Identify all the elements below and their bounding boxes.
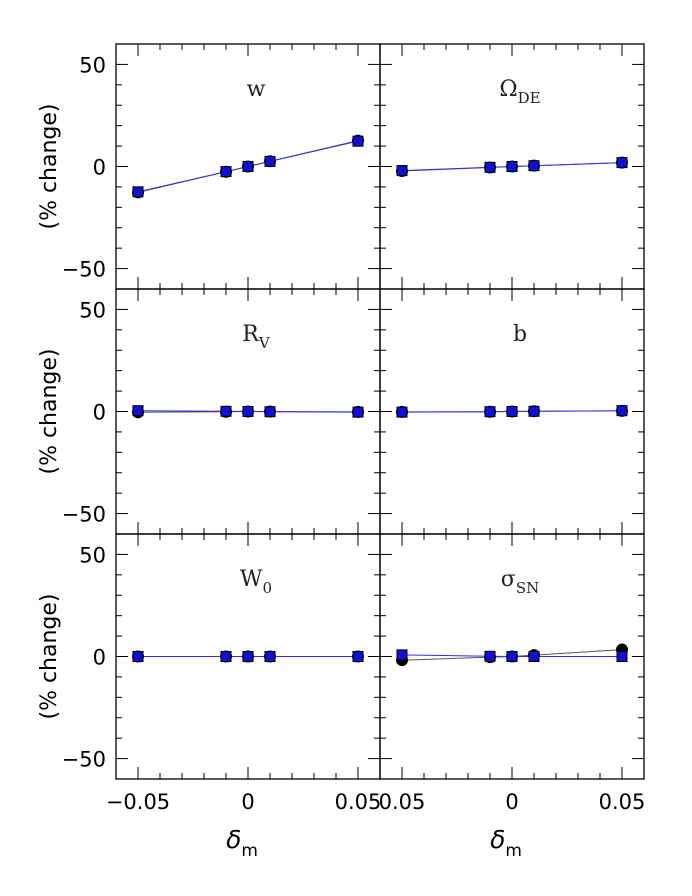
x-axis-label: δm xyxy=(226,825,258,861)
panel-label-subscript: V xyxy=(258,334,271,352)
panel-label-main: w xyxy=(247,77,266,102)
data-point-square xyxy=(220,405,232,417)
panel-label-main: σ xyxy=(501,567,516,592)
data-point-square xyxy=(506,651,518,662)
y-tick-label: 50 xyxy=(79,543,106,567)
data-point-square xyxy=(220,166,232,178)
data-point-square xyxy=(132,186,144,198)
x-axis-label-subscript: m xyxy=(241,841,258,861)
panel-label-subscript: DE xyxy=(518,89,541,107)
y-tick-label: −50 xyxy=(62,258,106,282)
data-point-square xyxy=(264,155,276,167)
panel-label-main: Ω xyxy=(499,77,517,102)
data-point-square xyxy=(616,157,628,169)
data-point-square xyxy=(132,651,144,662)
panel-label-subscript: SN xyxy=(516,579,539,597)
panel-label: W0 xyxy=(240,567,272,597)
panel-label-main: W xyxy=(240,567,263,592)
panel-label: σSN xyxy=(501,567,539,597)
x-tick-label: 0 xyxy=(505,790,518,814)
x-axis-label-main: δ xyxy=(490,825,505,854)
data-point-square xyxy=(264,651,276,662)
data-point-square xyxy=(506,161,518,172)
axis-labels-layer: (% change)(% change)(% change)δm δm xyxy=(37,103,522,861)
y-axis-label: (% change) xyxy=(37,103,62,229)
data-point-square xyxy=(132,405,144,417)
y-tick-label: −50 xyxy=(62,748,106,772)
data-point-square xyxy=(242,651,254,662)
panel-label: w xyxy=(247,77,266,102)
x-axis-label: δm xyxy=(490,825,522,861)
data-point-square xyxy=(242,161,254,172)
data-point-square xyxy=(506,406,518,417)
data-point-square xyxy=(528,405,540,417)
x-tick-label: 0.05 xyxy=(599,790,646,814)
data-point-square xyxy=(396,165,408,177)
x-tick-label: −0.05 xyxy=(106,790,170,814)
data-point-square xyxy=(616,651,628,662)
panel-3: −50 0 50 RV xyxy=(62,288,381,535)
x-axis-label-subscript: m xyxy=(505,841,522,861)
data-point-square xyxy=(528,160,540,172)
data-point-square xyxy=(616,405,628,417)
y-tick-label: 50 xyxy=(79,53,106,77)
panel-4: b xyxy=(379,288,645,535)
data-point-square xyxy=(484,161,496,173)
y-tick-label: 0 xyxy=(93,401,106,425)
y-tick-label: 0 xyxy=(93,646,106,670)
x-tick-label: 0.05 xyxy=(335,790,382,814)
data-point-square xyxy=(352,135,364,147)
panel-2: ΩDE xyxy=(379,43,645,290)
panel-label: b xyxy=(513,322,527,347)
panel-1: −50 0 50 w xyxy=(62,43,381,290)
panel-label-main: b xyxy=(513,322,527,347)
x-tick-label: 0.05 xyxy=(379,790,426,814)
data-point-square xyxy=(352,651,364,662)
panel-label: ΩDE xyxy=(499,77,540,107)
x-axis-label-main: δ xyxy=(226,825,241,854)
y-axis-label: (% change) xyxy=(37,348,62,474)
data-point-square xyxy=(220,651,232,662)
data-point-square xyxy=(352,406,364,418)
y-tick-label: 50 xyxy=(79,298,106,322)
panel-label-subscript: 0 xyxy=(263,579,273,597)
data-point-square xyxy=(264,406,276,418)
data-point-square xyxy=(396,406,408,418)
data-point-square xyxy=(528,651,540,662)
y-tick-label: −50 xyxy=(62,503,106,527)
panel-label-main: R xyxy=(242,322,260,347)
panel-label: RV xyxy=(242,322,271,352)
data-point-square xyxy=(396,649,408,661)
panel-6: 0.05 0 0.05 σSN xyxy=(379,533,646,814)
y-axis-label: (% change) xyxy=(37,593,62,719)
data-point-square xyxy=(484,406,496,418)
x-tick-label: 0 xyxy=(241,790,254,814)
y-tick-label: 0 xyxy=(93,156,106,180)
data-point-square xyxy=(242,406,254,417)
data-point-square xyxy=(484,650,496,662)
